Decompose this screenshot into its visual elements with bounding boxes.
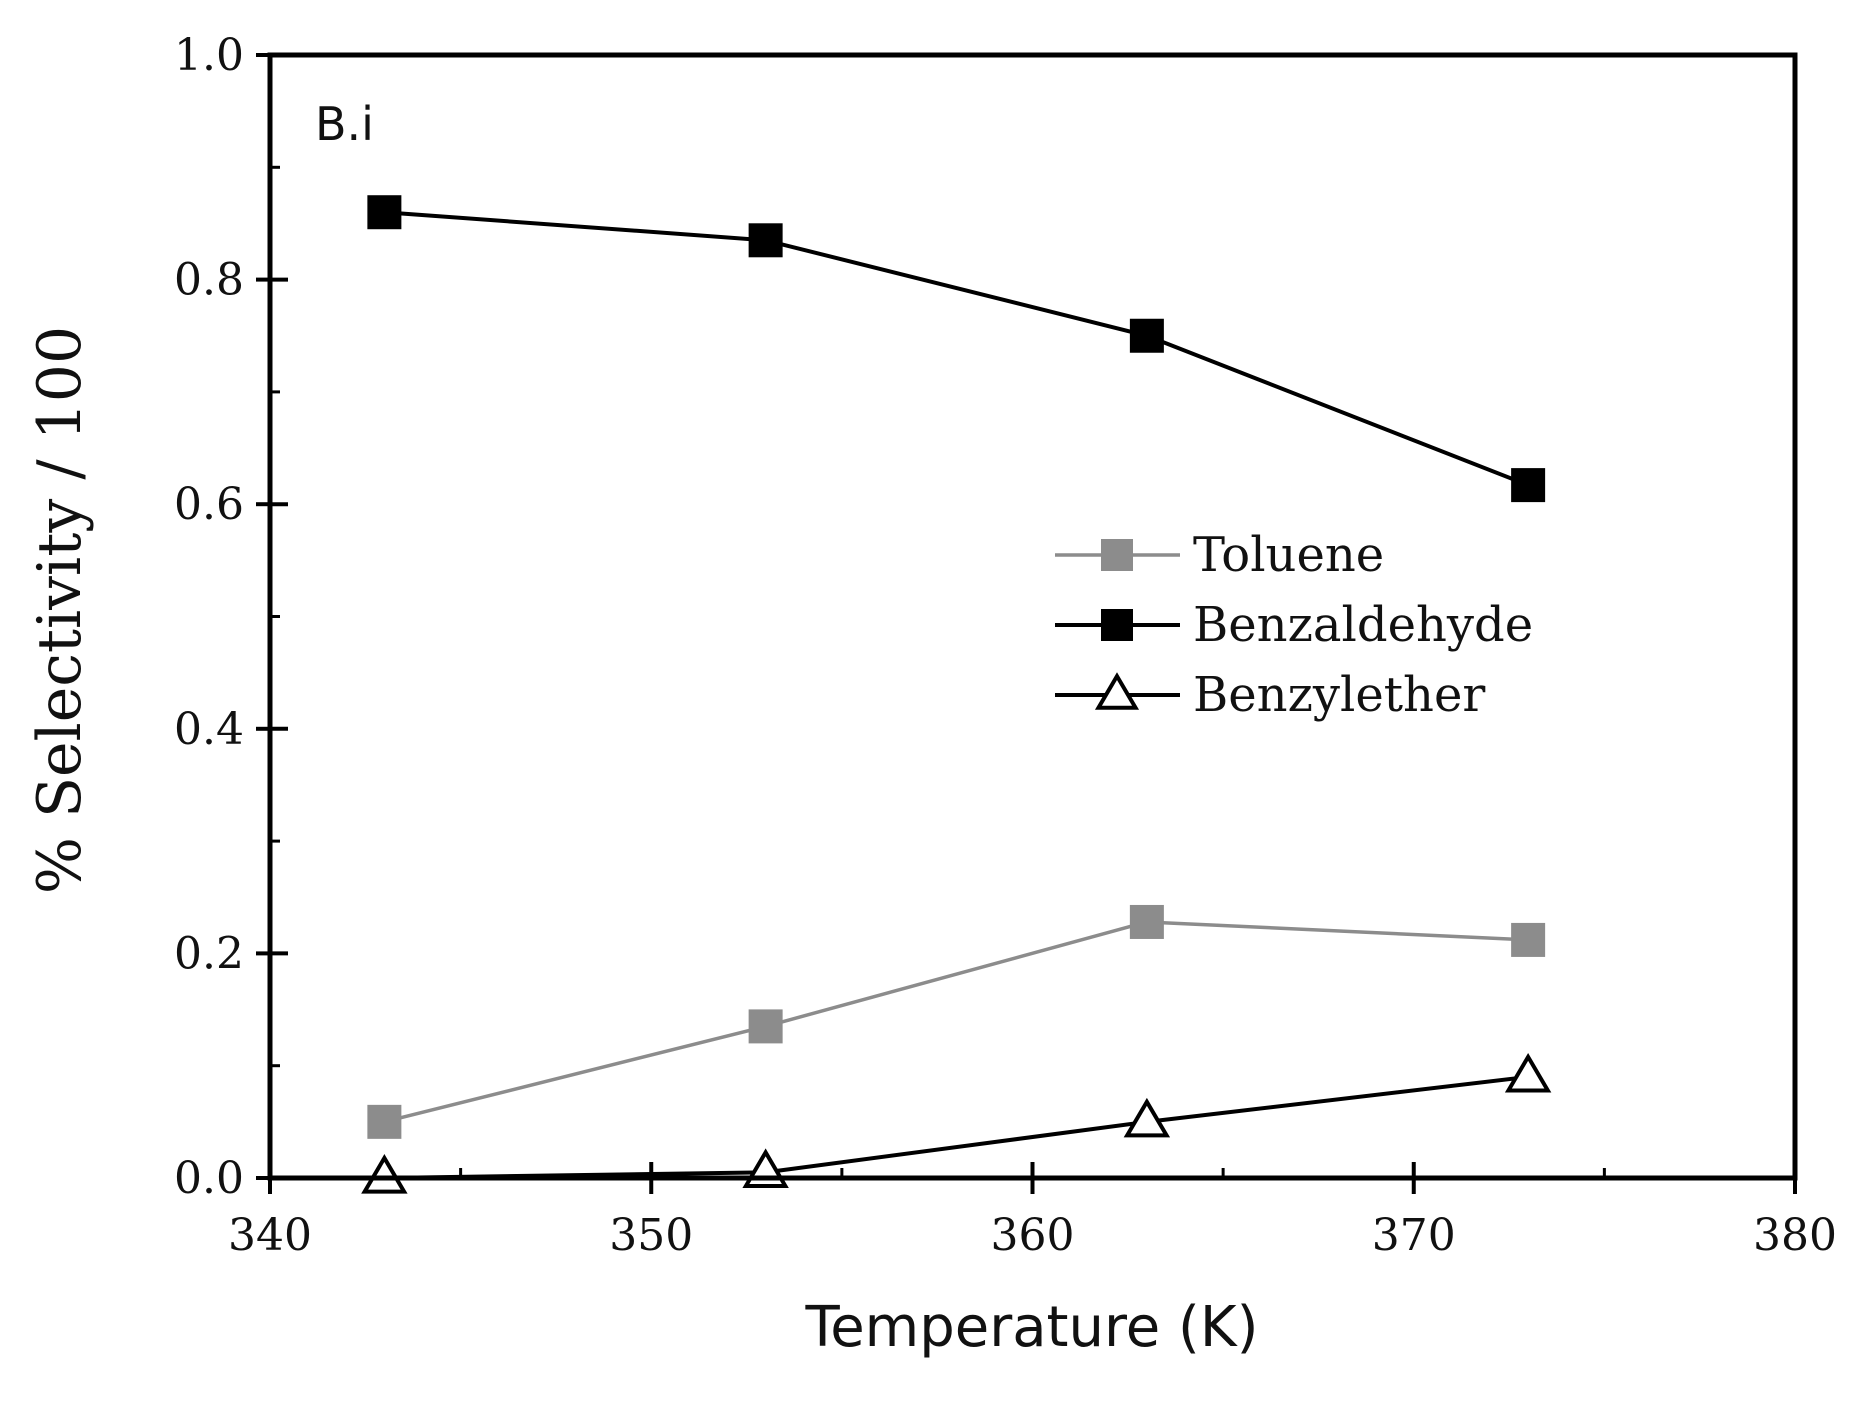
y-axis-title: % Selectivity / 100 <box>25 326 95 894</box>
benzaldehyde-point <box>1511 468 1546 503</box>
plot-frame <box>267 52 1798 1181</box>
x-tick-label: 350 <box>609 1210 693 1261</box>
x-tick-label: 370 <box>1372 1210 1456 1261</box>
benzaldehyde-point <box>1129 318 1164 353</box>
legend-marker-benzylether <box>1094 672 1140 710</box>
legend: Toluene Benzaldehyde Benzylether <box>1055 527 1533 723</box>
legend-label-benzaldehyde: Benzaldehyde <box>1193 597 1533 653</box>
y-tick-label: 0.6 <box>174 479 244 530</box>
legend-item-benzylether: Benzylether <box>1055 667 1485 723</box>
x-axis-title: Temperature (K) <box>805 1295 1259 1360</box>
y-axis-ticks: 0.0 0.2 0.4 0.6 0.8 1.0 <box>174 30 288 1204</box>
legend-label-benzylether: Benzylether <box>1193 667 1485 723</box>
legend-item-toluene: Toluene <box>1055 527 1384 583</box>
y-tick-label: 0.8 <box>174 255 244 306</box>
panel-label: B.i <box>315 97 374 151</box>
toluene-line <box>383 920 1529 1124</box>
series-benzaldehyde <box>367 195 1546 503</box>
toluene-point <box>367 1104 402 1139</box>
benzylether-point <box>1123 1097 1171 1138</box>
toluene-point <box>1129 904 1164 939</box>
benzaldehyde-line <box>384 210 1529 487</box>
x-tick-label: 380 <box>1753 1210 1837 1261</box>
y-tick-label: 0.2 <box>174 928 244 979</box>
benzylether-line <box>384 1074 1529 1180</box>
x-tick-label: 340 <box>228 1210 312 1261</box>
benzaldehyde-point <box>748 223 783 258</box>
y-tick-label: 0.4 <box>174 704 244 755</box>
toluene-point <box>748 1009 783 1044</box>
y-tick-label: 0.0 <box>174 1153 244 1204</box>
x-tick-label: 360 <box>991 1210 1075 1261</box>
legend-marker-benzaldehyde <box>1101 609 1133 641</box>
y-tick-label: 1.0 <box>174 30 244 81</box>
benzylether-point <box>1504 1052 1552 1093</box>
toluene-point <box>1511 922 1546 957</box>
legend-item-benzaldehyde: Benzaldehyde <box>1055 597 1533 653</box>
series-layer <box>361 195 1552 1194</box>
series-toluene <box>367 904 1546 1139</box>
legend-marker-toluene <box>1101 539 1133 571</box>
benzylether-point <box>361 1154 408 1194</box>
benzaldehyde-point <box>367 195 402 230</box>
legend-label-toluene: Toluene <box>1193 527 1384 583</box>
